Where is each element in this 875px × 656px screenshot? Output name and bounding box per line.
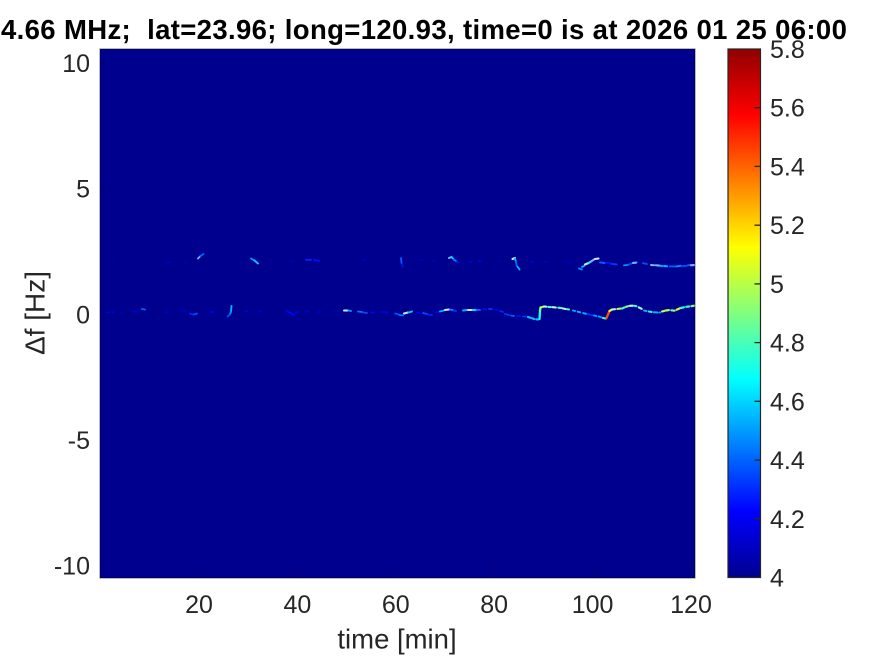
svg-text:10: 10 <box>62 50 90 78</box>
svg-text:5: 5 <box>770 271 784 299</box>
svg-text:-10: -10 <box>54 553 90 581</box>
svg-text:20: 20 <box>185 591 213 619</box>
svg-text:5.2: 5.2 <box>770 212 805 240</box>
svg-text:0: 0 <box>76 301 90 329</box>
svg-text:4: 4 <box>770 565 784 593</box>
svg-text:120: 120 <box>670 591 712 619</box>
svg-text:5.6: 5.6 <box>770 95 805 123</box>
svg-text:4.8: 4.8 <box>770 330 805 358</box>
svg-text:4.4: 4.4 <box>770 447 805 475</box>
svg-text:5: 5 <box>76 176 90 204</box>
svg-text:time [min]: time [min] <box>337 624 456 655</box>
svg-text:5.4: 5.4 <box>770 153 805 181</box>
svg-text:60: 60 <box>382 591 410 619</box>
svg-text:80: 80 <box>480 591 508 619</box>
svg-text:100: 100 <box>572 591 614 619</box>
svg-text:5.8: 5.8 <box>770 36 805 64</box>
svg-text:4.6: 4.6 <box>770 388 805 416</box>
svg-text:Δf [Hz]: Δf [Hz] <box>20 271 51 355</box>
svg-text:40: 40 <box>283 591 311 619</box>
svg-text:-5: -5 <box>68 427 90 455</box>
svg-text:4.2: 4.2 <box>770 506 805 534</box>
svg-text:4.66 MHz; lat=23.96; long=120: 4.66 MHz; lat=23.96; long=120.93, time=0… <box>1 14 847 45</box>
